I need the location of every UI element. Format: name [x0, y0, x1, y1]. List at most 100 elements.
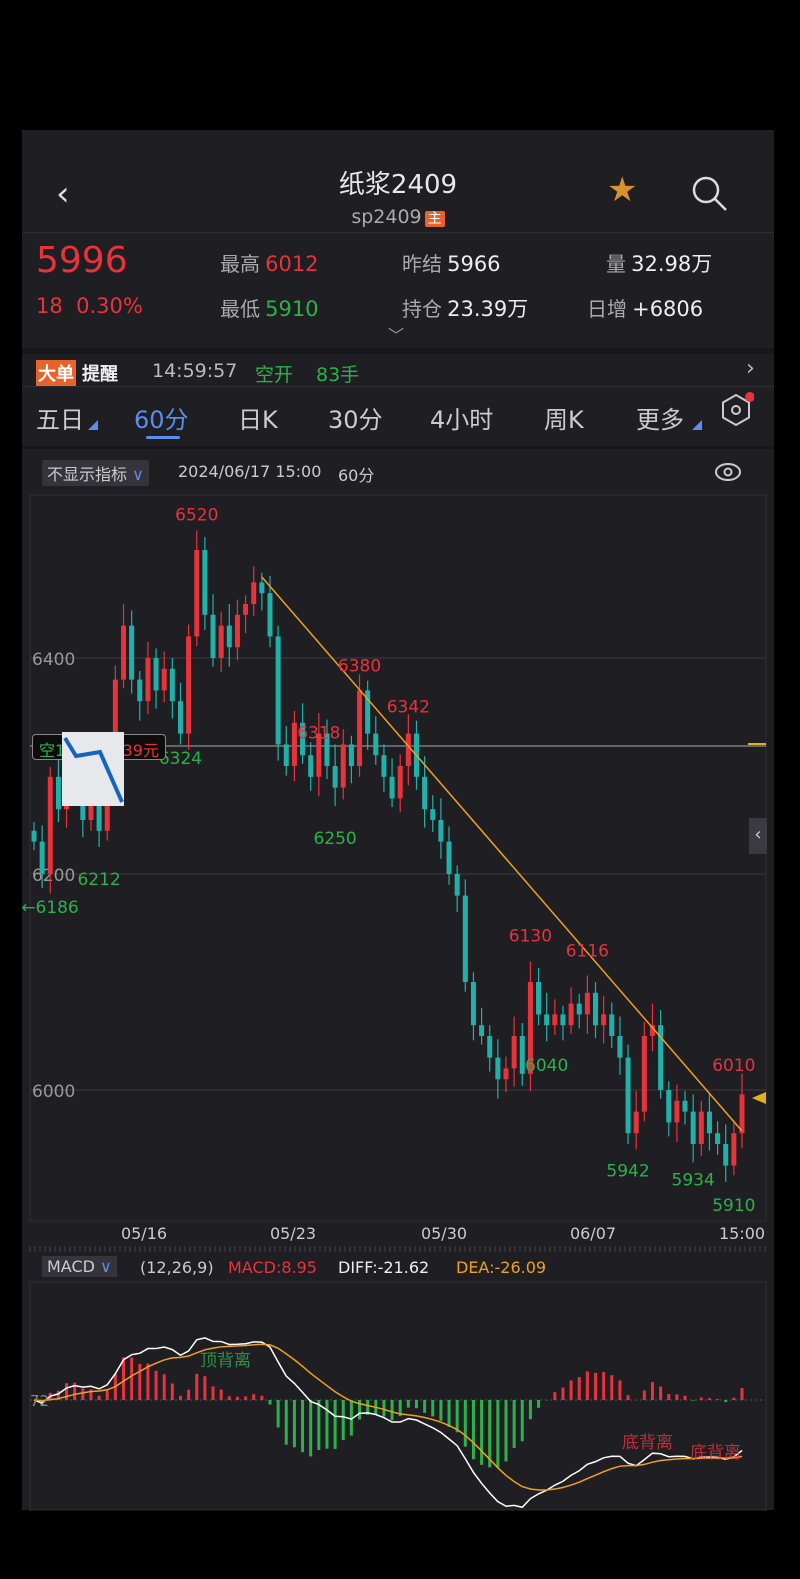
favorite-star-icon[interactable]: ★	[607, 170, 638, 210]
candle-body	[96, 798, 102, 831]
plot-frame	[29, 494, 767, 1222]
collapse-panel-button[interactable]: ‹	[749, 818, 767, 854]
divider	[22, 386, 774, 387]
candle-body	[226, 625, 232, 648]
tab-5[interactable]: 周K	[544, 406, 584, 434]
candle-body	[422, 776, 428, 810]
select-value: 不显示指标	[47, 465, 128, 484]
candle-body	[218, 625, 224, 658]
price-change: 18 0.30%	[36, 294, 143, 318]
chart-datetime: 2024/06/17 15:00	[178, 462, 322, 481]
dea-line	[33, 1343, 743, 1491]
candle-body	[674, 1100, 680, 1123]
candle-body	[31, 830, 37, 842]
candle-body	[177, 701, 183, 734]
candle-body	[633, 1111, 639, 1134]
value: 32.98万	[631, 252, 713, 276]
candle-body	[186, 636, 192, 734]
x-tick-label: 15:00	[719, 1224, 765, 1243]
chevron-right-icon: ›	[746, 356, 755, 381]
candle-body	[275, 636, 281, 745]
x-tick-label: 05/16	[121, 1224, 167, 1243]
chevron-down-icon: ∨	[94, 1257, 112, 1276]
volume-stat: 量 32.98万	[606, 248, 712, 278]
value: 5966	[447, 252, 501, 276]
alert-badge: 大单	[36, 360, 76, 386]
value: 23.39万	[447, 297, 529, 321]
divider	[22, 446, 774, 449]
label: 持仓	[402, 297, 442, 321]
diff-value: DIFF:-21.62	[338, 1258, 430, 1277]
candle-body	[527, 982, 533, 1074]
price-annotation: 6250	[313, 829, 356, 849]
settings-hexagon-icon[interactable]	[718, 392, 754, 428]
tab-4[interactable]: 4小时	[430, 406, 494, 434]
x-tick-label: 06/07	[570, 1224, 616, 1243]
macd-select[interactable]: MACD ∨	[42, 1256, 117, 1277]
label: 最高	[220, 252, 260, 276]
candle-body	[503, 1068, 509, 1080]
search-icon[interactable]	[690, 174, 730, 214]
eye-icon[interactable]	[714, 460, 742, 484]
big-order-alert[interactable]: 大单 提醒 14:59:57 空开 83手 ›	[36, 354, 774, 388]
tab-0[interactable]: 五日	[36, 406, 84, 434]
position-pnl: 39元	[122, 741, 159, 760]
divergence-label: 底背离	[622, 1433, 673, 1453]
candle-body	[365, 690, 371, 734]
alert-action: 空开	[255, 364, 294, 386]
current-price-marker	[752, 1092, 766, 1104]
tab-3[interactable]: 30分	[328, 406, 383, 434]
value: 5910	[265, 297, 319, 321]
price-annotation: 6040	[525, 1056, 568, 1076]
price-annotation: 6318	[297, 724, 340, 744]
candle-body	[405, 733, 411, 766]
macd-value: MACD:8.95	[228, 1258, 317, 1277]
y-tick-label: 6200	[32, 866, 75, 886]
main-badge: 主	[424, 211, 445, 227]
divergence-label: 顶背离	[200, 1351, 251, 1371]
tab-1[interactable]: 60分	[134, 406, 189, 434]
candle-body	[625, 1057, 631, 1134]
tab-6[interactable]: 更多	[636, 406, 684, 434]
prev-settle-stat: 昨结 5966	[402, 248, 501, 277]
candle-body	[47, 776, 53, 874]
candle-body	[470, 982, 476, 1026]
candle-body	[576, 1003, 582, 1015]
candle-body	[324, 733, 330, 766]
candle-body	[348, 744, 354, 766]
expand-chevron-icon[interactable]: ﹀	[388, 326, 405, 345]
back-button[interactable]: ‹	[56, 174, 70, 214]
divergence-label: 底背离	[690, 1443, 741, 1463]
value: 6012	[265, 252, 319, 276]
candle-body	[381, 755, 387, 777]
dropdown-triangle-icon	[88, 420, 98, 430]
value: +6806	[632, 297, 704, 321]
low-stat: 最低 5910	[220, 293, 319, 322]
price-annotation: 5910	[712, 1196, 755, 1216]
candle-body	[552, 1014, 558, 1026]
price-annotation: 6342	[387, 698, 430, 718]
candle-body	[357, 690, 363, 766]
candle-body	[511, 1036, 517, 1069]
dropdown-triangle-icon	[692, 420, 702, 430]
price-annotation: 6324	[159, 749, 202, 769]
tab-2[interactable]: 日K	[238, 406, 278, 434]
candle-body	[210, 614, 216, 658]
indicator-select[interactable]: 不显示指标 ∨	[42, 460, 149, 486]
candle-body	[593, 992, 599, 1026]
candle-body	[649, 1025, 655, 1036]
candle-body	[454, 874, 460, 896]
candle-body	[731, 1133, 737, 1166]
candle-body	[373, 733, 379, 756]
candle-body	[145, 658, 151, 702]
label: 日增	[587, 297, 627, 321]
candle-body	[682, 1100, 688, 1112]
candle-body	[88, 798, 94, 820]
change-pct: 0.30%	[76, 294, 143, 318]
candle-body	[332, 766, 338, 788]
candle-body	[462, 895, 468, 982]
macd-frame	[29, 1281, 767, 1511]
price-annotation: 5942	[606, 1162, 649, 1182]
divider	[22, 232, 774, 233]
